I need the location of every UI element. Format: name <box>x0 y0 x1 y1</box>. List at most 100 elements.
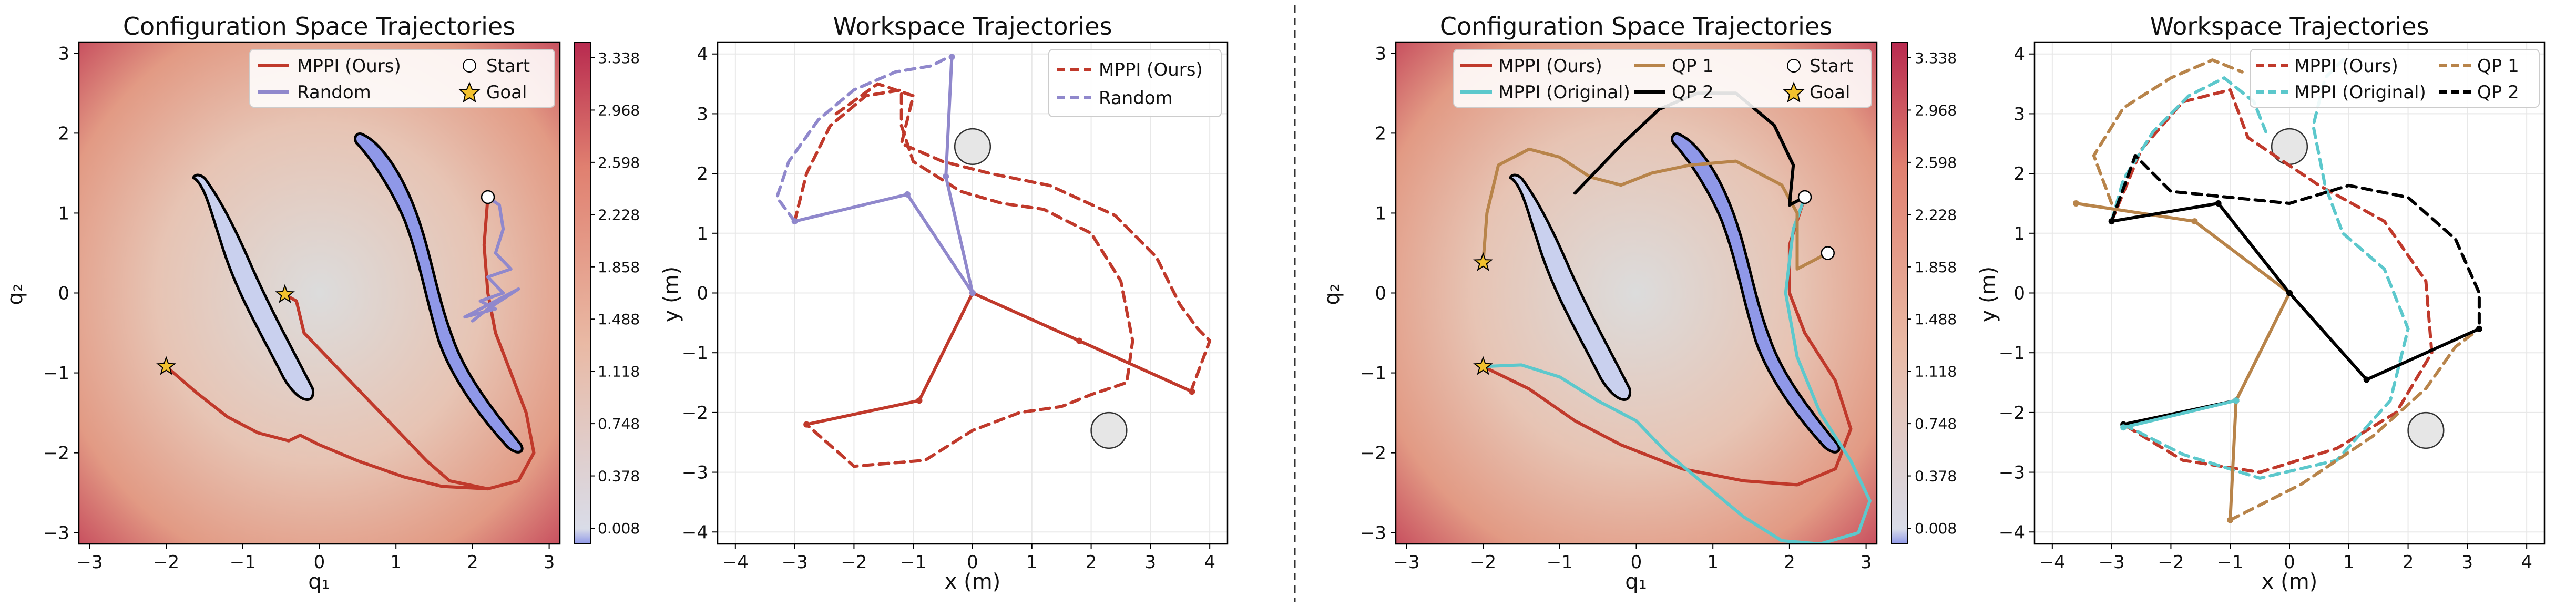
colorbar-tick-label: 0.378 <box>1915 468 1957 485</box>
colorbar-tick-label: 1.858 <box>1915 259 1957 276</box>
plot-lines <box>1481 91 1872 544</box>
x-tick-label: −1 <box>1547 552 1573 573</box>
goal-marker <box>1473 356 1494 375</box>
legend: MPPI (Ours) Random <box>1048 49 1222 117</box>
ticks: −4 −3 −2 −1 0 1 2 3 4 −4 −3 −2 −1 0 1 2 3 4 <box>682 44 1215 573</box>
colorbar-tick-label: 2.598 <box>598 154 640 171</box>
colorbar-tick-label: 2.968 <box>598 101 640 119</box>
x-axis-label: x (m) <box>2262 570 2318 594</box>
joint-marker <box>943 173 949 180</box>
legend-label-mppi-ours: MPPI (Ours) <box>1099 59 1203 80</box>
legend-label-start: Start <box>1810 56 1853 77</box>
legend-label-qp2: QP 2 <box>2477 82 2519 103</box>
series-line-mppi_ours <box>1481 196 1853 487</box>
y-axis-label: q₂ <box>3 283 27 305</box>
obstacle-regions <box>192 132 524 454</box>
obstacles <box>954 128 1128 449</box>
x-tick-label: −3 <box>1393 552 1419 573</box>
y-tick-label: 1 <box>2013 223 2025 244</box>
y-tick-label: 2 <box>58 123 69 144</box>
x-tick-label: −4 <box>2039 552 2066 573</box>
goal-marker <box>156 356 177 375</box>
colorbar-tick-label: 1.858 <box>598 259 640 276</box>
series-line-mppi_ours <box>793 88 1134 468</box>
y-tick-label: 0 <box>2013 283 2025 304</box>
y-tick-label: 2 <box>1375 123 1386 144</box>
colorbar-tick-label: 1.118 <box>598 363 640 380</box>
y-tick-label: 1 <box>1375 203 1386 224</box>
x-tick-label: −3 <box>76 552 103 573</box>
x-tick-label: −3 <box>2099 552 2125 573</box>
y-tick-label: −2 <box>1360 443 1386 464</box>
panel-config-space-right: −3 −2 −1 0 1 2 3 −3 −2 −1 0 1 2 3 Configuration Space… <box>1320 12 1878 594</box>
y-tick-label: −2 <box>43 443 69 464</box>
obstacle-region-right <box>1671 132 1841 454</box>
grid <box>718 42 1228 544</box>
y-tick-label: −1 <box>682 343 708 364</box>
series-line-qp1 <box>2092 58 2244 205</box>
y-tick-label: 1 <box>58 203 69 224</box>
y-tick-label: 3 <box>697 104 708 125</box>
joint-marker <box>2363 376 2370 383</box>
series-line-random <box>775 55 950 223</box>
legend: MPPI (Ours) MPPI (Original) QP 1 QP 2 St… <box>1453 49 1872 108</box>
x-tick-label: −2 <box>2158 552 2184 573</box>
series-line-mppi_ours <box>2110 88 2434 474</box>
y-tick-label: −2 <box>682 403 708 424</box>
x-tick-label: 1 <box>2343 552 2355 573</box>
y-tick-label: −2 <box>1999 403 2025 424</box>
x-tick-label: 4 <box>2521 552 2532 573</box>
legend-label-qp1: QP 1 <box>2477 56 2519 77</box>
x-tick-label: −1 <box>900 552 926 573</box>
chart-title: Configuration Space Trajectories <box>123 12 515 40</box>
legend-swatch-goal <box>1783 81 1805 103</box>
start-marker <box>1821 246 1835 260</box>
y-tick-label: 4 <box>2013 44 2025 65</box>
goal-marker <box>1473 252 1494 271</box>
colorbar-tick-label: 1.488 <box>598 311 640 328</box>
obstacle-circle <box>954 128 991 166</box>
obstacle-region-right <box>354 132 524 454</box>
x-axis-label: q₁ <box>1625 570 1647 594</box>
x-tick-label: 4 <box>1204 552 1215 573</box>
x-tick-label: 2 <box>1086 552 1097 573</box>
series-line-mppi_ours <box>283 293 489 491</box>
y-axis-label: q₂ <box>1320 283 1344 305</box>
ticks: −4 −3 −2 −1 0 1 2 3 4 −4 −3 −2 −1 0 1 2 3 4 <box>1999 44 2532 573</box>
y-tick-label: −3 <box>682 462 708 483</box>
legend-label-mppi-ours: MPPI (Ours) <box>2294 56 2398 77</box>
legend-label-qp2: QP 2 <box>1672 82 1714 103</box>
joint-marker <box>916 397 923 404</box>
obstacle-region-left <box>1509 173 1632 401</box>
obstacle-region-left <box>192 173 315 401</box>
legend-label-start: Start <box>486 56 530 77</box>
chart-title: Configuration Space Trajectories <box>1440 12 1832 40</box>
x-tick-label: 3 <box>1861 552 1872 573</box>
colorbar-tick-label: 3.338 <box>598 49 640 67</box>
x-tick-label: 2 <box>1784 552 1795 573</box>
colorbar-tick-label: 0.748 <box>1915 415 1957 433</box>
y-tick-label: 2 <box>2013 163 2025 184</box>
joint-marker <box>948 54 955 60</box>
series-line-random <box>463 196 520 323</box>
start-marker <box>481 190 495 204</box>
y-tick-label: 0 <box>1375 283 1386 304</box>
legend-label-random: Random <box>297 82 371 103</box>
colorbar-tick-label: 1.488 <box>1915 311 1957 328</box>
y-tick-label: −3 <box>43 523 69 544</box>
y-tick-label: 3 <box>58 43 69 64</box>
y-tick-label: −4 <box>1999 522 2025 543</box>
legend-swatch-start <box>1787 59 1801 73</box>
obstacle-circle <box>2407 411 2445 449</box>
colorbar-tick-label: 0.008 <box>598 520 640 537</box>
series-line-mppi_ours <box>165 196 536 491</box>
legend-swatch-goal <box>458 81 481 103</box>
y-tick-label: −1 <box>43 363 69 384</box>
x-tick-label: −2 <box>841 552 867 573</box>
x-tick-label: 3 <box>2462 552 2473 573</box>
y-tick-label: −1 <box>1360 363 1386 384</box>
joint-marker <box>2286 290 2293 296</box>
y-tick-label: 3 <box>2013 104 2025 125</box>
joint-marker <box>2227 517 2234 523</box>
panel-workspace-left: −4 −3 −2 −1 0 1 2 3 4 −4 −3 −2 −1 0 1 2 3 4 Workspace Tra… <box>659 12 1229 594</box>
